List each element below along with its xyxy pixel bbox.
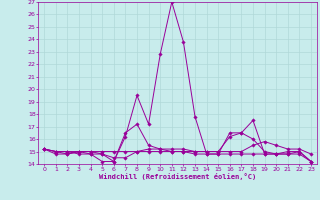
X-axis label: Windchill (Refroidissement éolien,°C): Windchill (Refroidissement éolien,°C) [99, 173, 256, 180]
